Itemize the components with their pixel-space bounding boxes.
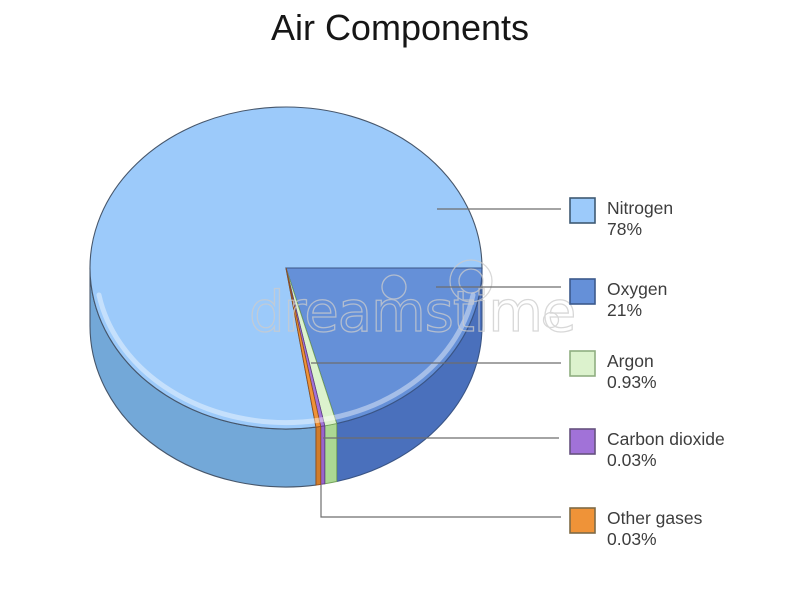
chart-title: Air Components <box>270 7 530 48</box>
legend-value-argon: 0.93% <box>607 372 657 392</box>
legend-item-argon: Argon 0.93% <box>569 350 657 393</box>
legend-label-other-gases: Other gases <box>607 508 703 528</box>
legend-value-oxygen: 21% <box>607 300 643 320</box>
legend-label-nitrogen: Nitrogen <box>607 198 674 218</box>
legend-swatch-oxygen <box>569 278 596 305</box>
watermark-text: dreamstime <box>249 280 575 345</box>
legend-label-oxygen: Oxygen <box>607 279 668 299</box>
legend-swatch-carbon-dioxide <box>569 428 596 455</box>
legend-label-carbon-dioxide: Carbon dioxide <box>607 429 725 449</box>
legend-item-oxygen: Oxygen 21% <box>569 278 667 321</box>
watermark: dreamstime <box>248 259 577 346</box>
watermark-ring-small <box>381 274 407 300</box>
legend-value-carbon-dioxide: 0.03% <box>607 450 657 470</box>
legend-swatch-nitrogen <box>569 197 596 224</box>
legend-item-carbon-dioxide: Carbon dioxide 0.03% <box>569 428 725 471</box>
legend-item-other-gases: Other gases 0.03% <box>569 507 702 550</box>
watermark-ring-outer <box>449 259 493 303</box>
legend-value-nitrogen: 78% <box>607 219 643 239</box>
pie-rim-highlight <box>96 292 476 425</box>
legend-value-other-gases: 0.03% <box>607 529 657 549</box>
watermark-ring-inner <box>458 268 484 294</box>
legend-label-argon: Argon <box>607 351 654 371</box>
pie-slice-other-gases <box>285 267 322 428</box>
legend-item-nitrogen: Nitrogen 78% <box>569 197 673 240</box>
legend-swatch-other-gases <box>569 507 596 534</box>
watermark-period-ring <box>542 311 560 329</box>
legend-swatch-argon <box>569 350 596 377</box>
leader-line-other-gases <box>320 485 561 518</box>
pie-slice-oxygen <box>285 267 483 425</box>
